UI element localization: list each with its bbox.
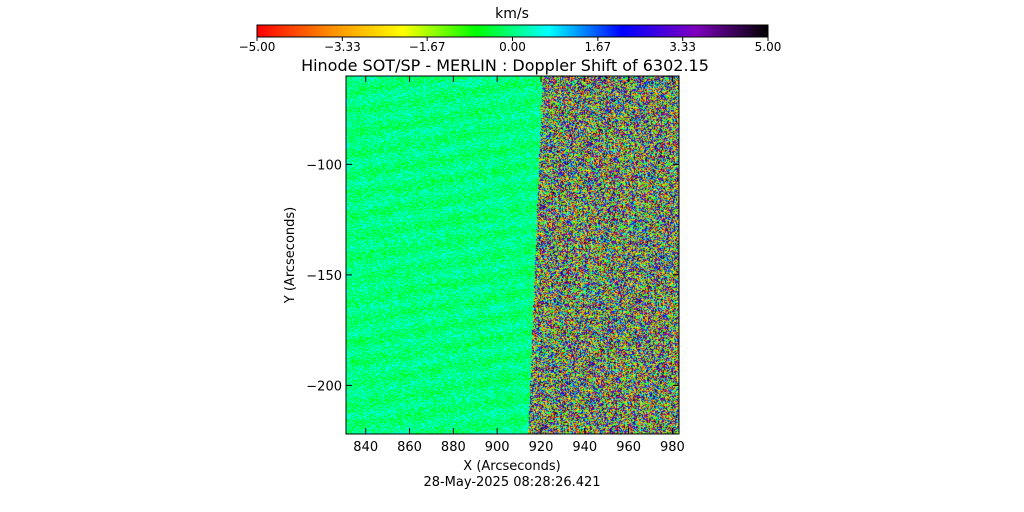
y-tick-label: −150 [306,269,342,284]
colorbar-tick-label: 1.67 [584,40,611,54]
x-tick-label: 940 [572,440,597,455]
x-tick-label: 840 [353,440,378,455]
colorbar [256,24,769,38]
colorbar-ticks: −5.00 −3.33 −1.67 0.00 1.67 3.33 5.00 [239,37,782,54]
colorbar-tick-label: 3.33 [669,40,696,54]
y-axis: −100 −150 −200 [306,158,679,394]
y-axis-label: Y (Arcseconds) [283,207,298,304]
y-tick-label: −200 [306,379,342,394]
y-tick-label: −100 [306,158,342,173]
x-tick-label: 920 [529,440,554,455]
colorbar-label: km/s [495,6,529,22]
colorbar-tick-label: 5.00 [755,40,782,54]
colorbar-tick-label: 0.00 [499,40,526,54]
colorbar-tick-label: −3.33 [324,40,361,54]
colorbar-tick-label: −5.00 [239,40,276,54]
timestamp: 28-May-2025 08:28:26.421 [423,475,600,490]
plot-frame [345,75,680,435]
x-tick-label: 860 [397,440,422,455]
x-tick-label: 900 [485,440,510,455]
colorbar-tick-label: −1.67 [409,40,446,54]
doppler-map [346,76,679,434]
x-axis-label: X (Arcseconds) [463,459,560,474]
x-tick-label: 880 [441,440,466,455]
x-tick-label: 960 [616,440,641,455]
chart-title: Hinode SOT/SP - MERLIN : Doppler Shift o… [301,56,709,75]
x-tick-label: 980 [660,440,685,455]
x-axis: 840 860 880 900 920 940 960 980 [353,76,685,455]
